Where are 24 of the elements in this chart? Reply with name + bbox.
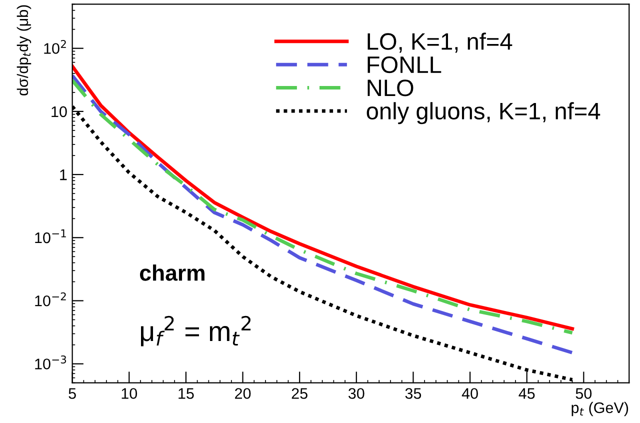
x-axis-title: p$_{t}$ (GeV) bbox=[572, 402, 628, 416]
legend-label: only gluons, K=1, nf=4 bbox=[366, 102, 600, 124]
x-tick-label: 30 bbox=[348, 388, 364, 399]
y-axis-title: dσ/dp$_{t}$dy (μb) bbox=[16, 5, 32, 96]
x-tick-label: 15 bbox=[178, 388, 194, 399]
y-tick-label: 10 bbox=[52, 106, 67, 118]
x-tick-label: 20 bbox=[235, 388, 251, 399]
y-tick-label: 1 bbox=[60, 170, 67, 180]
y-tick-label: 10$^{−3}$ bbox=[35, 355, 66, 370]
y-tick-label: 10$^{−1}$ bbox=[35, 229, 66, 244]
x-tick-label: 10 bbox=[122, 388, 138, 399]
x-tick-label: 40 bbox=[462, 388, 478, 399]
x-tick-label: 45 bbox=[518, 388, 535, 399]
x-tick-label: 5 bbox=[68, 388, 76, 399]
x-tick-label: 25 bbox=[292, 388, 308, 399]
y-tick-label: 10$^{2}$ bbox=[44, 40, 66, 54]
y-tick-label: 10$^{−2}$ bbox=[35, 292, 66, 306]
legend-label: NLO bbox=[368, 80, 414, 96]
legend-label: LO, K=1, nf=4 bbox=[368, 32, 512, 53]
x-tick-label: 35 bbox=[405, 388, 422, 399]
legend-label: FONLL bbox=[368, 56, 442, 74]
annotation: charm bbox=[140, 264, 204, 281]
x-tick-label: 50 bbox=[576, 388, 592, 399]
annotation: μ$_{f}$$^{2}$ = m$_{t}$$^{2}$ bbox=[141, 316, 251, 346]
